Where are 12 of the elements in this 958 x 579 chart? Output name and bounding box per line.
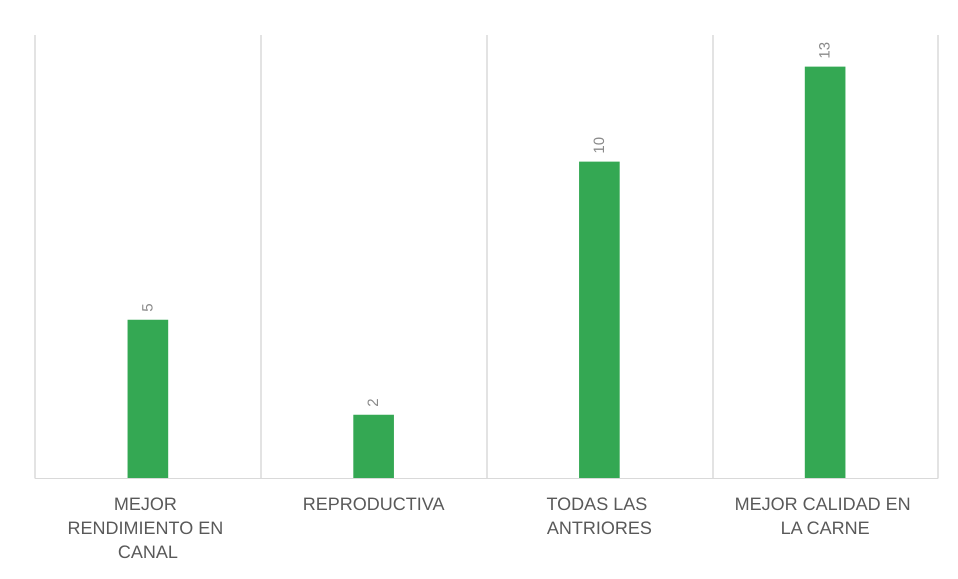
bar <box>128 320 168 478</box>
x-tick-label: REPRODUCTIVA <box>302 494 444 514</box>
data-label: 5 <box>139 303 156 312</box>
data-label: 10 <box>590 136 608 154</box>
x-tick-label: TODAS LAS ANTRIORES <box>546 494 652 538</box>
bar <box>353 414 394 478</box>
bar <box>804 66 846 478</box>
data-label: 13 <box>816 42 834 59</box>
x-tick-label: MEJOR RENDIMIENTO EN CANAL <box>68 494 228 562</box>
bar <box>579 162 620 478</box>
data-label: 2 <box>365 398 382 407</box>
x-tick-label: MEJOR CALIDAD EN LA CARNE <box>734 494 916 538</box>
